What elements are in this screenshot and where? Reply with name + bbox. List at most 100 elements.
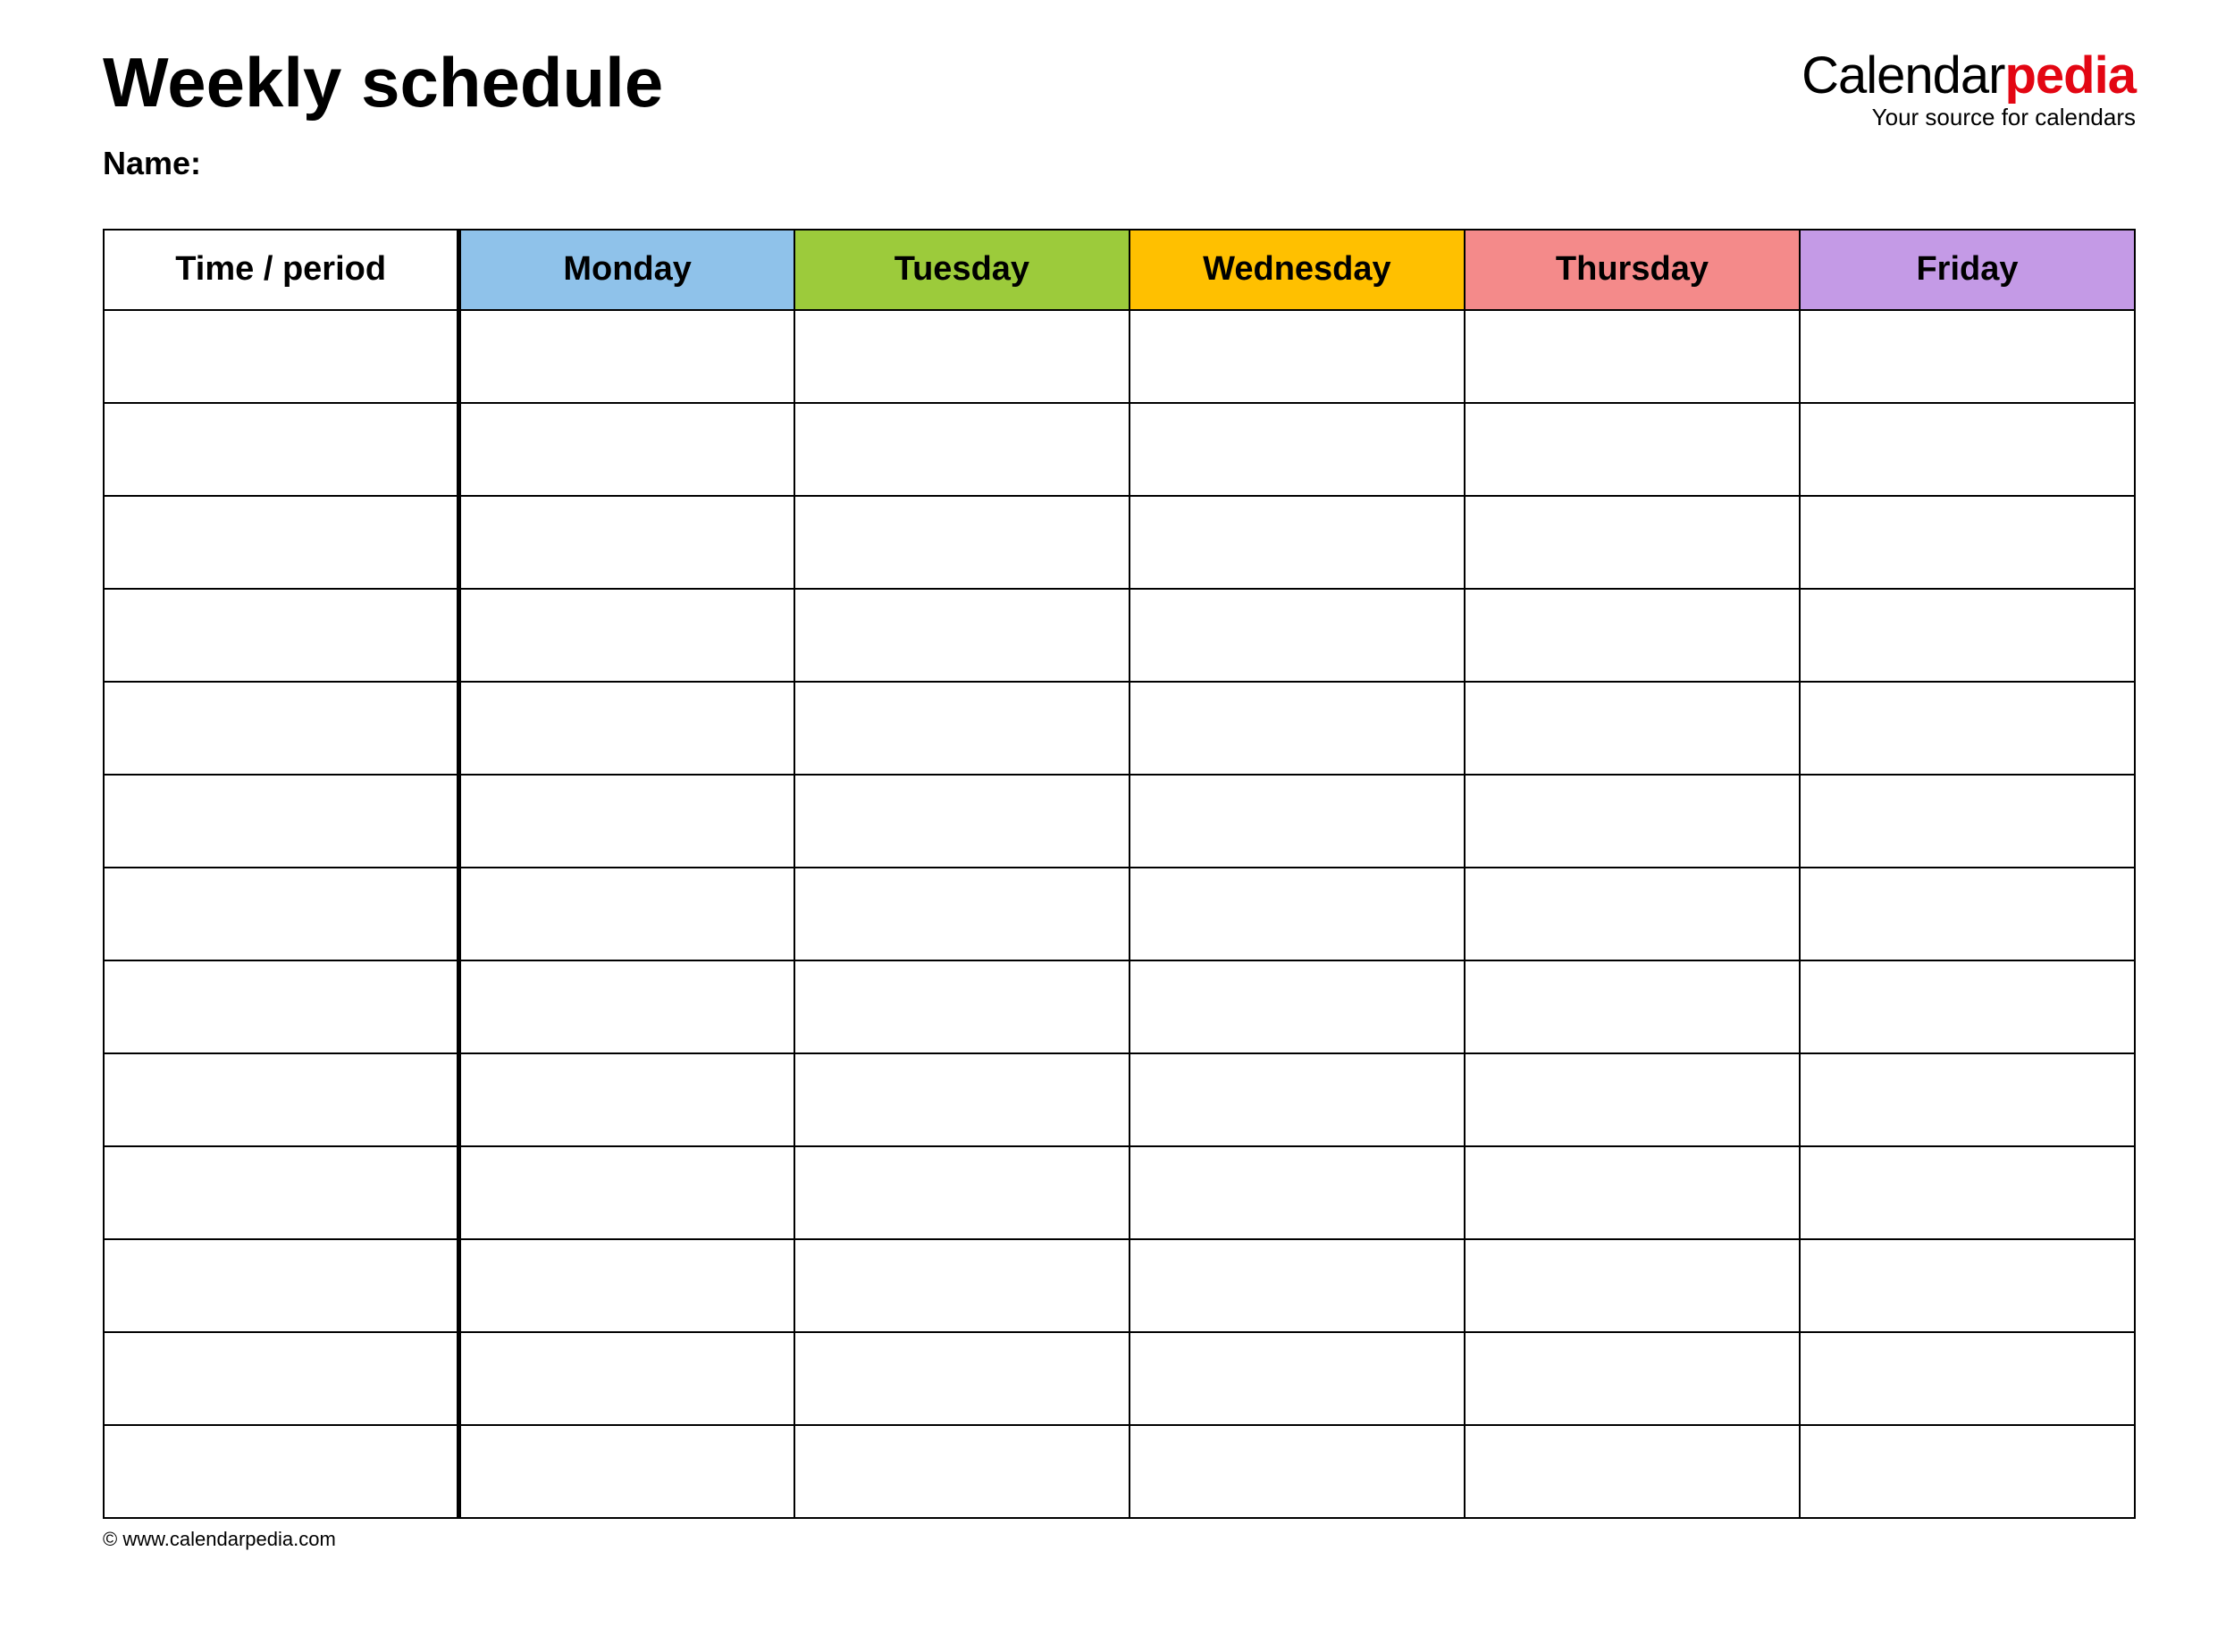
- schedule-cell[interactable]: [1130, 775, 1465, 868]
- schedule-cell[interactable]: [1130, 310, 1465, 403]
- schedule-cell[interactable]: [1130, 1053, 1465, 1146]
- schedule-cell[interactable]: [794, 1053, 1130, 1146]
- schedule-cell[interactable]: [1800, 960, 2135, 1053]
- schedule-cell[interactable]: [459, 403, 794, 496]
- schedule-cell[interactable]: [1465, 960, 1800, 1053]
- schedule-cell[interactable]: [459, 775, 794, 868]
- schedule-cell[interactable]: [1465, 1053, 1800, 1146]
- time-cell[interactable]: [104, 310, 459, 403]
- day-header-monday: Monday: [459, 230, 794, 310]
- table-body: [104, 310, 2135, 1518]
- time-cell[interactable]: [104, 775, 459, 868]
- schedule-cell[interactable]: [1800, 682, 2135, 775]
- footer-copyright: © www.calendarpedia.com: [103, 1528, 2136, 1551]
- time-cell[interactable]: [104, 589, 459, 682]
- schedule-cell[interactable]: [1800, 1332, 2135, 1425]
- schedule-cell[interactable]: [794, 310, 1130, 403]
- schedule-cell[interactable]: [794, 1425, 1130, 1518]
- table-row: [104, 1053, 2135, 1146]
- name-label: Name:: [103, 145, 663, 182]
- time-cell[interactable]: [104, 1146, 459, 1239]
- schedule-cell[interactable]: [1465, 775, 1800, 868]
- schedule-cell[interactable]: [1465, 868, 1800, 960]
- brand-logo: Calendarpedia Your source for calendars: [1801, 50, 2136, 131]
- schedule-cell[interactable]: [459, 1053, 794, 1146]
- page-title: Weekly schedule: [103, 45, 663, 122]
- table-row: [104, 496, 2135, 589]
- schedule-cell[interactable]: [1130, 403, 1465, 496]
- logo-text: Calendarpedia: [1801, 50, 2136, 102]
- schedule-cell[interactable]: [1465, 589, 1800, 682]
- schedule-cell[interactable]: [1800, 310, 2135, 403]
- day-header-thursday: Thursday: [1465, 230, 1800, 310]
- schedule-cell[interactable]: [794, 868, 1130, 960]
- schedule-cell[interactable]: [459, 589, 794, 682]
- schedule-cell[interactable]: [794, 589, 1130, 682]
- schedule-cell[interactable]: [1130, 589, 1465, 682]
- schedule-cell[interactable]: [1465, 403, 1800, 496]
- schedule-cell[interactable]: [459, 310, 794, 403]
- schedule-cell[interactable]: [794, 960, 1130, 1053]
- schedule-cell[interactable]: [1465, 1332, 1800, 1425]
- schedule-cell[interactable]: [1465, 1146, 1800, 1239]
- table-row: [104, 403, 2135, 496]
- schedule-cell[interactable]: [1130, 868, 1465, 960]
- schedule-cell[interactable]: [1800, 775, 2135, 868]
- schedule-cell[interactable]: [794, 403, 1130, 496]
- schedule-cell[interactable]: [794, 496, 1130, 589]
- time-cell[interactable]: [104, 1239, 459, 1332]
- table-row: [104, 682, 2135, 775]
- schedule-cell[interactable]: [1800, 1053, 2135, 1146]
- time-cell[interactable]: [104, 403, 459, 496]
- schedule-cell[interactable]: [459, 1146, 794, 1239]
- time-cell[interactable]: [104, 1425, 459, 1518]
- schedule-cell[interactable]: [1800, 403, 2135, 496]
- day-header-wednesday: Wednesday: [1130, 230, 1465, 310]
- schedule-cell[interactable]: [1800, 1239, 2135, 1332]
- schedule-cell[interactable]: [1130, 1425, 1465, 1518]
- schedule-cell[interactable]: [1130, 1239, 1465, 1332]
- schedule-cell[interactable]: [459, 496, 794, 589]
- schedule-cell[interactable]: [1465, 682, 1800, 775]
- schedule-cell[interactable]: [794, 1239, 1130, 1332]
- schedule-cell[interactable]: [1800, 496, 2135, 589]
- schedule-cell[interactable]: [794, 1332, 1130, 1425]
- schedule-cell[interactable]: [1465, 1425, 1800, 1518]
- table-row: [104, 868, 2135, 960]
- time-cell[interactable]: [104, 682, 459, 775]
- schedule-cell[interactable]: [459, 1425, 794, 1518]
- schedule-cell[interactable]: [1465, 310, 1800, 403]
- schedule-cell[interactable]: [459, 960, 794, 1053]
- time-cell[interactable]: [104, 1332, 459, 1425]
- schedule-cell[interactable]: [794, 1146, 1130, 1239]
- schedule-cell[interactable]: [459, 1332, 794, 1425]
- schedule-cell[interactable]: [1465, 1239, 1800, 1332]
- table-row: [104, 960, 2135, 1053]
- time-cell[interactable]: [104, 960, 459, 1053]
- schedule-cell[interactable]: [1465, 496, 1800, 589]
- schedule-cell[interactable]: [1130, 682, 1465, 775]
- table-row: [104, 1425, 2135, 1518]
- schedule-cell[interactable]: [1130, 960, 1465, 1053]
- schedule-cell[interactable]: [1800, 589, 2135, 682]
- table-row: [104, 589, 2135, 682]
- schedule-cell[interactable]: [459, 868, 794, 960]
- table-head: Time / period Monday Tuesday Wednesday T…: [104, 230, 2135, 310]
- schedule-cell[interactable]: [794, 775, 1130, 868]
- schedule-cell[interactable]: [1800, 1146, 2135, 1239]
- schedule-cell[interactable]: [1130, 1332, 1465, 1425]
- schedule-cell[interactable]: [1130, 496, 1465, 589]
- schedule-cell[interactable]: [459, 1239, 794, 1332]
- schedule-cell[interactable]: [459, 682, 794, 775]
- time-cell[interactable]: [104, 1053, 459, 1146]
- schedule-cell[interactable]: [1130, 1146, 1465, 1239]
- time-cell[interactable]: [104, 868, 459, 960]
- schedule-cell[interactable]: [1800, 868, 2135, 960]
- logo-tagline: Your source for calendars: [1801, 104, 2136, 131]
- table-row: [104, 310, 2135, 403]
- time-cell[interactable]: [104, 496, 459, 589]
- schedule-cell[interactable]: [1800, 1425, 2135, 1518]
- page-header: Weekly schedule Name: Calendarpedia Your…: [103, 45, 2136, 182]
- schedule-cell[interactable]: [794, 682, 1130, 775]
- time-period-header: Time / period: [104, 230, 459, 310]
